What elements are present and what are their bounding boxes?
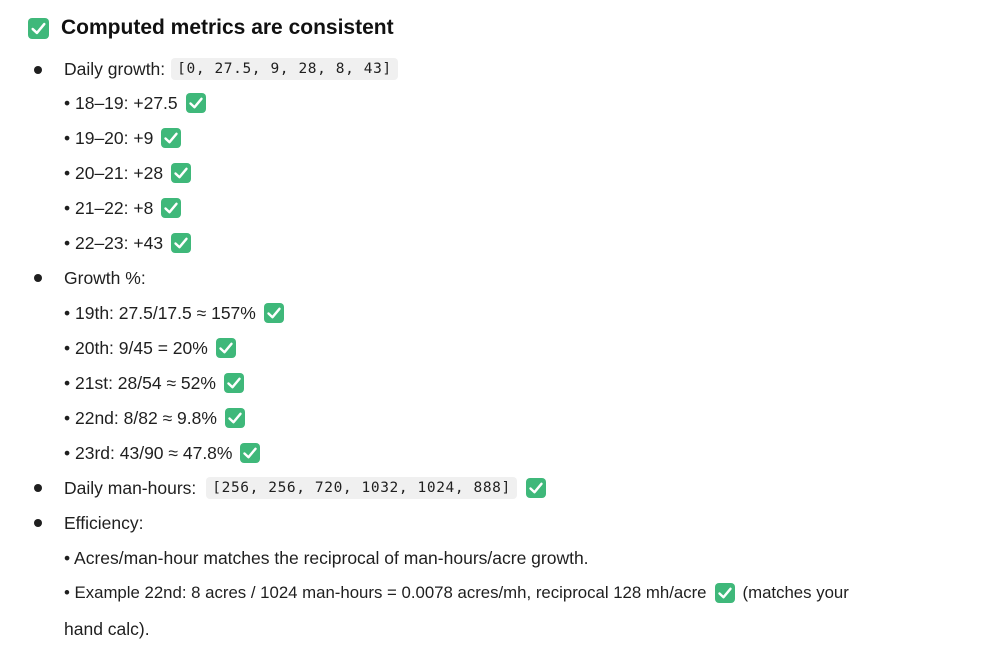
growth-pct-sub-item: • 21st: 28/54 ≈ 52%: [64, 370, 244, 396]
sub-item-text: • 20–21: +28: [64, 162, 164, 183]
daily-growth-sub-item: • 22–23: +43: [64, 230, 192, 256]
growth-pct-sub-item: • 20th: 9/45 = 20%: [64, 335, 236, 361]
efficiency-example-line: • Example 22nd: 8 acres / 1024 man-hours…: [64, 580, 849, 606]
daily-growth-item: Daily growth: [0, 27.5, 9, 28, 8, 43]: [64, 56, 398, 82]
efficiency-item: Efficiency:: [64, 510, 143, 536]
daily-growth-sub-item: • 18–19: +27.5: [64, 90, 206, 116]
sub-item-text: • 22–23: +43: [64, 232, 164, 253]
man-hours-label: Daily man-hours:: [64, 477, 197, 498]
check-mark-button-icon: [240, 443, 261, 463]
check-mark-button-icon: [525, 478, 546, 498]
daily-growth-sub-item: • 19–20: +9: [64, 125, 182, 151]
check-mark-button-icon: [185, 93, 206, 113]
growth-pct-sub-item: • 19th: 27.5/17.5 ≈ 157%: [64, 300, 284, 326]
efficiency-label: Efficiency:: [64, 512, 144, 533]
check-mark-button-icon: [171, 163, 192, 183]
growth-pct-label: Growth %:: [64, 267, 146, 288]
daily-growth-label: Daily growth:: [64, 58, 166, 79]
bullet-dot: [34, 519, 42, 527]
daily-growth-sub-item: • 21–22: +8: [64, 195, 182, 221]
man-hours-item: Daily man-hours: [256, 256, 720, 1032, 1…: [64, 475, 546, 501]
efficiency-line-text: • Acres/man-hour matches the reciprocal …: [64, 547, 589, 568]
check-mark-button-icon: [28, 17, 49, 39]
check-mark-button-icon: [263, 303, 284, 323]
sub-item-text: • 21–22: +8: [64, 197, 154, 218]
sub-item-text: • 21st: 28/54 ≈ 52%: [64, 372, 216, 393]
efficiency-line: • Acres/man-hour matches the reciprocal …: [64, 545, 589, 571]
growth-pct-sub-item: • 22nd: 8/82 ≈ 9.8%: [64, 405, 245, 431]
sub-item-text: • 18–19: +27.5: [64, 92, 178, 113]
check-mark-button-icon: [223, 373, 244, 393]
check-mark-button-icon: [215, 338, 236, 358]
check-mark-button-icon: [224, 408, 245, 428]
section-heading: Computed metrics are consistent: [28, 14, 394, 42]
bullet-dot: [34, 274, 42, 282]
check-mark-button-icon: [161, 128, 182, 148]
check-mark-button-icon: [161, 198, 182, 218]
sub-item-text: • 19–20: +9: [64, 127, 154, 148]
heading-text: Computed metrics are consistent: [61, 16, 394, 39]
efficiency-example-text: • Example 22nd: 8 acres / 1024 man-hours…: [64, 583, 707, 602]
efficiency-continuation-text: hand calc).: [64, 618, 150, 639]
growth-pct-sub-item: • 23rd: 43/90 ≈ 47.8%: [64, 440, 261, 466]
sub-item-text: • 22nd: 8/82 ≈ 9.8%: [64, 407, 217, 428]
sub-item-text: • 19th: 27.5/17.5 ≈ 157%: [64, 302, 256, 323]
growth-pct-item: Growth %:: [64, 265, 146, 291]
bullet-dot: [34, 66, 42, 74]
sub-item-text: • 23rd: 43/90 ≈ 47.8%: [64, 442, 233, 463]
bullet-dot: [34, 484, 42, 492]
efficiency-continuation-line: hand calc).: [64, 616, 150, 642]
sub-item-text: • 20th: 9/45 = 20%: [64, 337, 208, 358]
check-mark-button-icon: [714, 583, 735, 603]
efficiency-example-trailing-text: (matches your: [742, 583, 849, 602]
daily-growth-sub-item: • 20–21: +28: [64, 160, 192, 186]
check-mark-button-icon: [171, 233, 192, 253]
man-hours-code: [256, 256, 720, 1032, 1024, 888]: [206, 477, 517, 499]
daily-growth-code: [0, 27.5, 9, 28, 8, 43]: [171, 58, 398, 80]
